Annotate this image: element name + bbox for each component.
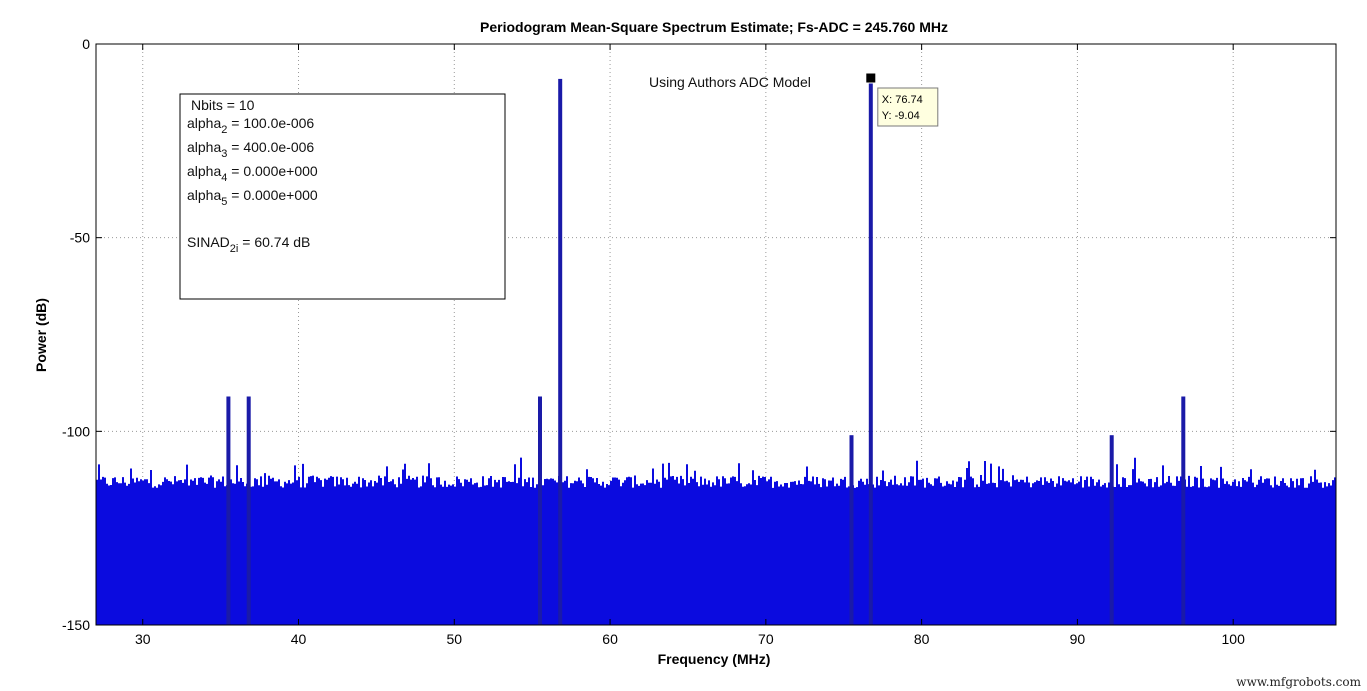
x-axis-label: Frequency (MHz) (658, 651, 771, 667)
x-tick-label: 70 (758, 631, 774, 647)
x-tick-label: 50 (447, 631, 463, 647)
spectral-peak (849, 435, 854, 625)
parameter-line: Nbits = 10 (191, 97, 255, 113)
spectral-peak (1181, 396, 1186, 625)
model-annotation: Using Authors ADC Model (649, 74, 811, 90)
y-tick-label: 0 (82, 36, 90, 52)
parameter-line: alpha2 = 100.0e-006 (187, 115, 314, 136)
parameter-line: alpha4 = 0.000e+000 (187, 163, 318, 184)
parameter-line: SINAD2i = 60.74 dB (187, 234, 310, 255)
y-tick-label: -100 (62, 423, 90, 439)
parameter-box-frame (179, 93, 506, 300)
axes-frame (95, 43, 1337, 626)
x-ticks: 30 40 50 60 70 80 90 100 (135, 44, 1245, 647)
data-cursor-marker[interactable] (865, 72, 877, 84)
spectral-peak (226, 396, 231, 625)
y-tick-label: -50 (70, 230, 90, 246)
data-cursor-y: Y: -9.04 (882, 110, 920, 122)
spectral-peak (868, 79, 873, 625)
y-ticks: 0 -50 -100 -150 (62, 36, 1336, 633)
data-cursor-x: X: 76.74 (882, 94, 923, 106)
chart-title: Periodogram Mean-Square Spectrum Estimat… (480, 19, 948, 35)
x-tick-label: 30 (135, 631, 151, 647)
parameter-line: alpha3 = 400.0e-006 (187, 139, 314, 160)
spectral-peak (558, 78, 563, 625)
x-tick-label: 60 (602, 631, 618, 647)
noise-floor-bars (96, 457, 1336, 625)
spectral-peak (246, 396, 251, 625)
parameter-box: Nbits = 10 alpha2 = 100.0e-006 alpha3 = 40… (179, 93, 506, 300)
spectral-peak (1109, 435, 1114, 625)
axes-border (95, 43, 1337, 626)
x-tick-label: 80 (914, 631, 930, 647)
spectral-peak (538, 396, 542, 625)
y-tick-label: -150 (62, 617, 90, 633)
data-cursor[interactable]: X: 76.74 Y: -9.04 (865, 72, 939, 127)
x-tick-label: 40 (291, 631, 307, 647)
watermark: www.mfgrobots.com (1236, 675, 1361, 689)
parameter-line: alpha5 = 0.000e+000 (187, 187, 318, 208)
x-tick-label: 100 (1222, 631, 1246, 647)
x-tick-label: 90 (1070, 631, 1086, 647)
spectrum-bars (96, 78, 1336, 625)
y-axis-label: Power (dB) (33, 298, 49, 372)
data-cursor-tip (877, 87, 939, 127)
